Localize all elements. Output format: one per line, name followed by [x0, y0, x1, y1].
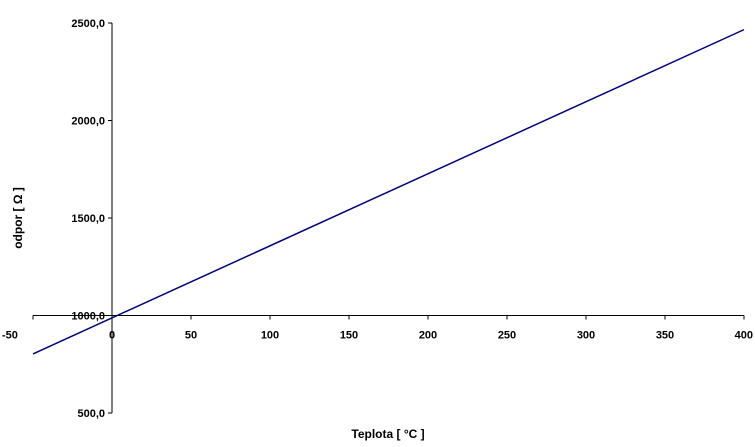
x-tick-label: 250 [498, 330, 516, 342]
x-tick-label: 50 [185, 330, 197, 342]
x-tick-label: 300 [577, 330, 595, 342]
series-line [32, 28, 745, 355]
tick-labels: 500,0 1000,0 1500,0 2000,0 2500,0 -50 0 50 100 15… [2, 18, 753, 420]
axes [33, 23, 744, 413]
x-tick-label: 150 [340, 330, 358, 342]
series [32, 28, 745, 355]
y-tick-label: 1500,0 [71, 213, 105, 225]
y-tick-label: 1000,0 [71, 311, 105, 323]
x-tick-label: 400 [735, 330, 753, 342]
x-tick-label: -50 [2, 330, 18, 342]
y-tick-label: 2000,0 [71, 116, 105, 128]
x-tick-label: 100 [261, 330, 279, 342]
x-tick-label: 0 [109, 330, 115, 342]
x-axis-title: Teplota [ °C ] [351, 427, 424, 441]
y-tick-label: 2500,0 [71, 18, 105, 30]
ticks [32, 22, 745, 414]
y-tick-label: 500,0 [77, 408, 105, 420]
x-tick-label: 200 [419, 330, 437, 342]
x-tick-label: 350 [656, 330, 674, 342]
y-axis-title: odpor [ Ω ] [11, 187, 25, 249]
